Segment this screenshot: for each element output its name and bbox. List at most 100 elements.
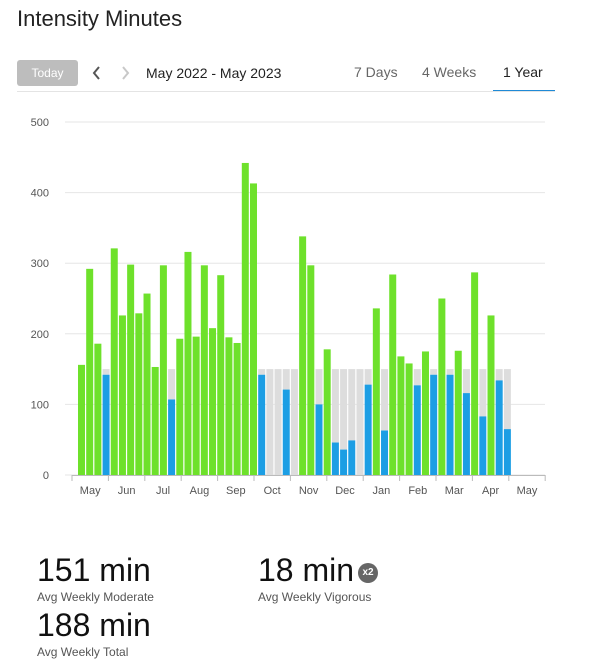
moderate-bar (176, 338, 184, 475)
tab-7-days[interactable]: 7 Days (354, 64, 398, 80)
goal-remaining-bar (348, 369, 356, 441)
stat-moderate: 151 min Avg Weekly Moderate (37, 552, 154, 604)
moderate-bar (217, 275, 225, 475)
y-tick-label: 300 (31, 258, 49, 270)
moderate-bar (299, 236, 307, 475)
vigorous-bar (331, 442, 339, 475)
x-tick-label: Jan (373, 485, 391, 497)
x-tick-label: Sep (226, 485, 246, 497)
x-tick-label: Jul (156, 485, 170, 497)
avg-vigorous-value-row: 18 min x2 (258, 552, 379, 588)
moderate-bar (471, 272, 479, 475)
multiplier-badge: x2 (358, 563, 379, 583)
moderate-bar (233, 342, 241, 475)
chevron-left-icon[interactable] (90, 62, 104, 84)
avg-vigorous-label: Avg Weekly Vigorous (258, 590, 372, 604)
vigorous-bar (168, 399, 176, 475)
chevron-right-icon[interactable] (118, 62, 132, 84)
moderate-bar (372, 308, 380, 475)
moderate-bar (78, 364, 85, 475)
moderate-bar (307, 265, 315, 475)
y-tick-label: 200 (31, 329, 49, 341)
date-toolbar: Today May 2022 - May 2023 7 Days 4 Weeks… (17, 56, 555, 92)
vigorous-bar (381, 430, 389, 475)
vigorous-bar (348, 440, 356, 475)
moderate-bar (225, 337, 233, 475)
vigorous-bar (462, 393, 470, 475)
avg-moderate-value: 151 min (37, 552, 151, 588)
moderate-bar (487, 315, 495, 475)
goal-remaining-bar (331, 369, 339, 443)
y-tick-label: 0 (43, 470, 49, 482)
stat-vigorous: 18 min x2 Avg Weekly Vigorous (258, 552, 379, 604)
vigorous-bar (413, 385, 421, 475)
moderate-bar (127, 264, 135, 475)
moderate-bar (192, 336, 200, 475)
moderate-bar (159, 265, 167, 475)
stat-total: 188 min Avg Weekly Total (37, 607, 151, 659)
goal-remaining-bar (315, 369, 323, 405)
vigorous-bar (282, 389, 290, 475)
y-tick-label: 400 (31, 188, 49, 200)
x-tick-label: Dec (335, 485, 355, 497)
date-range-label: May 2022 - May 2023 (146, 65, 282, 81)
goal-remaining-bar (446, 369, 454, 375)
moderate-bar (389, 274, 397, 475)
avg-vigorous-value: 18 min (258, 552, 355, 588)
vigorous-bar (102, 374, 110, 475)
goal-remaining-bar (266, 369, 274, 475)
goal-remaining-bar (479, 369, 487, 417)
goal-remaining-bar (340, 369, 348, 450)
moderate-bar (200, 265, 208, 475)
x-tick-label: Nov (299, 485, 319, 497)
goal-remaining-bar (282, 369, 290, 390)
moderate-bar (405, 363, 413, 475)
moderate-bar (209, 328, 217, 475)
page-title: Intensity Minutes (17, 6, 183, 31)
moderate-bar (86, 268, 94, 475)
y-tick-label: 100 (31, 399, 49, 411)
moderate-bar (110, 248, 118, 475)
x-tick-label: Oct (264, 485, 281, 497)
y-tick-label: 500 (31, 117, 49, 129)
avg-total-value: 188 min (37, 607, 151, 643)
moderate-bar (151, 366, 159, 475)
moderate-bar (249, 183, 257, 475)
goal-remaining-bar (168, 369, 176, 400)
vigorous-bar (430, 374, 438, 475)
goal-remaining-bar (503, 369, 511, 430)
goal-remaining-bar (495, 369, 503, 381)
goal-remaining-bar (413, 369, 421, 386)
tab-1-year[interactable]: 1 Year (503, 64, 543, 80)
moderate-bar (397, 356, 405, 475)
toolbar-divider (17, 91, 555, 92)
x-tick-label: May (517, 485, 538, 497)
vigorous-bar (258, 374, 266, 475)
vigorous-bar (315, 404, 323, 475)
goal-remaining-bar (274, 369, 282, 475)
goal-remaining-bar (364, 369, 372, 385)
goal-remaining-bar (102, 369, 110, 375)
x-tick-label: Mar (445, 485, 464, 497)
moderate-bar (454, 350, 462, 475)
moderate-bar (241, 162, 249, 475)
goal-remaining-bar (290, 369, 298, 475)
moderate-bar (143, 293, 151, 475)
tab-4-weeks[interactable]: 4 Weeks (422, 64, 477, 80)
x-tick-label: Jun (118, 485, 136, 497)
x-tick-label: Aug (190, 485, 210, 497)
moderate-bar (421, 351, 429, 475)
moderate-bar (135, 313, 143, 475)
vigorous-bar (340, 449, 348, 475)
intensity-minutes-chart: 0 100 200 300 400 500 May Jun Jul Aug Sep Oct Nov Dec… (31, 117, 546, 497)
goal-remaining-bar (356, 369, 364, 475)
vigorous-bar (503, 429, 511, 475)
vigorous-bar (495, 380, 503, 475)
avg-total-label: Avg Weekly Total (37, 645, 129, 659)
avg-moderate-label: Avg Weekly Moderate (37, 590, 154, 604)
moderate-bar (184, 251, 192, 475)
vigorous-bar (364, 384, 372, 475)
moderate-bar (438, 298, 446, 475)
goal-remaining-bar (258, 369, 266, 375)
today-button[interactable]: Today (17, 60, 78, 86)
